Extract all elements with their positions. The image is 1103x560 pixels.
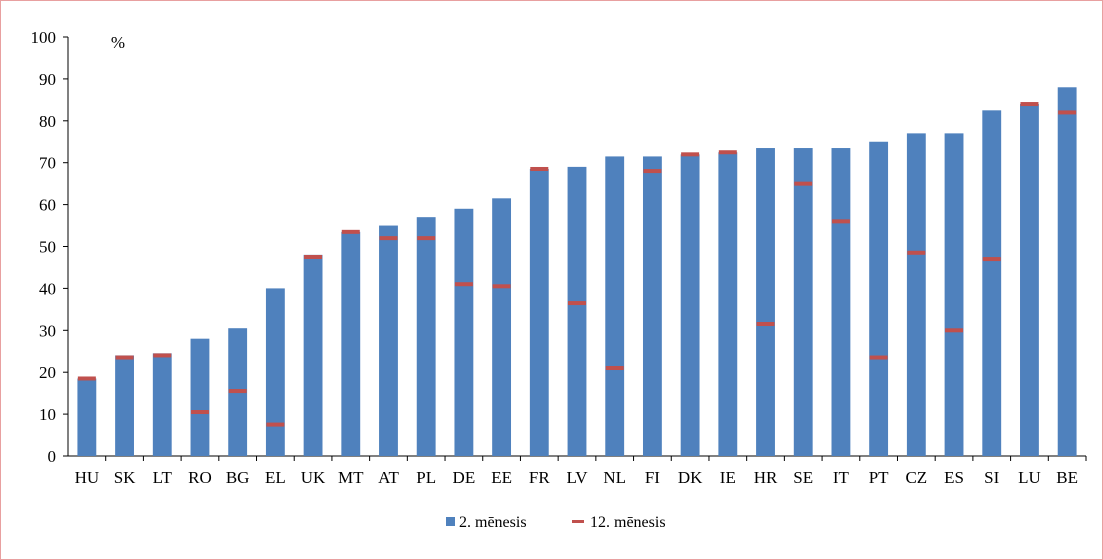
- x-tick-label: FR: [529, 468, 550, 487]
- y-unit-label: %: [111, 33, 125, 52]
- x-tick-label: RO: [188, 468, 212, 487]
- x-tick-label: BG: [226, 468, 250, 487]
- marker-it: [831, 219, 850, 224]
- x-tick-label: HR: [754, 468, 778, 487]
- marker-dk: [681, 152, 700, 157]
- marker-ee: [492, 284, 511, 289]
- y-tick-label: 40: [39, 279, 56, 298]
- legend-label-marker: 12. mēnesis: [590, 514, 666, 531]
- y-tick-label: 20: [39, 363, 56, 382]
- bar-nl: [605, 156, 625, 457]
- marker-ie: [718, 150, 737, 155]
- x-tick-label: UK: [301, 468, 326, 487]
- bar-dk: [680, 154, 700, 456]
- x-tick-label: LU: [1018, 468, 1041, 487]
- marker-at: [379, 236, 398, 241]
- bar-ee: [492, 198, 512, 456]
- x-tick-label: PT: [869, 468, 889, 487]
- bar-el: [265, 288, 285, 456]
- bar-pt: [869, 141, 889, 456]
- y-tick-label: 60: [39, 196, 56, 215]
- x-tick-label: EL: [265, 468, 286, 487]
- x-tick-label: DK: [678, 468, 703, 487]
- bar-hr: [756, 148, 775, 456]
- marker-de: [454, 282, 473, 287]
- y-tick-label: 80: [39, 112, 56, 131]
- bar-lt: [152, 353, 172, 456]
- bar-ro: [190, 338, 210, 456]
- bar-uk: [303, 254, 323, 456]
- marker-lt: [153, 353, 172, 358]
- bar-at: [379, 225, 398, 456]
- y-tick-label: 90: [39, 70, 56, 89]
- bar-fi: [642, 156, 662, 457]
- x-tick-label: SI: [984, 468, 999, 487]
- marker-es: [945, 328, 964, 333]
- legend-swatch-bar: [446, 517, 455, 526]
- marker-el: [266, 422, 285, 427]
- legend-swatch-marker: [572, 520, 584, 523]
- bar-es: [944, 133, 964, 456]
- bar-mt: [341, 231, 361, 456]
- marker-hu: [77, 376, 96, 381]
- x-tick-label: PL: [416, 468, 436, 487]
- bar-ie: [718, 152, 738, 456]
- x-tick-label: MT: [338, 468, 364, 487]
- bar-se: [793, 148, 813, 456]
- x-tick-label: IT: [833, 468, 850, 487]
- x-tick-label: IE: [720, 468, 736, 487]
- bar-lu: [1020, 104, 1039, 456]
- marker-nl: [605, 366, 624, 371]
- marker-be: [1058, 110, 1077, 115]
- bar-lv: [567, 166, 587, 456]
- legend-label-bar: 2. mēnesis: [459, 514, 527, 531]
- marker-fi: [643, 169, 662, 174]
- y-tick-label: 10: [39, 405, 56, 424]
- x-tick-label: LT: [153, 468, 173, 487]
- y-tick-label: 30: [39, 321, 56, 340]
- x-tick-label: DE: [453, 468, 476, 487]
- bar-sk: [115, 355, 134, 456]
- marker-pl: [417, 236, 436, 241]
- marker-ro: [190, 410, 209, 415]
- bar-hu: [77, 378, 97, 456]
- bar-be: [1057, 87, 1077, 456]
- marker-hr: [756, 322, 775, 327]
- x-tick-label: LV: [566, 468, 588, 487]
- marker-cz: [907, 250, 926, 255]
- x-tick-label: ES: [944, 468, 964, 487]
- marker-si: [982, 257, 1001, 262]
- bar-it: [831, 148, 851, 456]
- bar-pl: [416, 217, 436, 456]
- bar-si: [982, 110, 1002, 456]
- marker-bg: [228, 389, 247, 394]
- x-tick-label: EE: [491, 468, 512, 487]
- x-tick-label: FI: [645, 468, 660, 487]
- marker-se: [794, 181, 813, 186]
- marker-uk: [304, 254, 323, 259]
- marker-fr: [530, 166, 549, 171]
- marker-sk: [115, 355, 134, 360]
- x-tick-label: AT: [378, 468, 399, 487]
- bar-de: [454, 208, 474, 456]
- y-tick-label: 0: [48, 447, 57, 466]
- y-tick-label: 100: [31, 28, 57, 47]
- y-tick-label: 50: [39, 238, 56, 257]
- x-tick-label: BE: [1056, 468, 1078, 487]
- y-tick-label: 70: [39, 154, 56, 173]
- marker-lv: [568, 301, 586, 306]
- marker-lu: [1020, 102, 1039, 107]
- marker-pt: [869, 355, 888, 360]
- x-tick-label: SE: [793, 468, 813, 487]
- bar-fr: [529, 168, 549, 457]
- x-tick-label: SK: [114, 468, 136, 487]
- x-tick-label: NL: [603, 468, 626, 487]
- marker-mt: [341, 229, 360, 234]
- bar-cz: [906, 133, 926, 456]
- x-tick-label: CZ: [905, 468, 927, 487]
- x-tick-label: HU: [75, 468, 100, 487]
